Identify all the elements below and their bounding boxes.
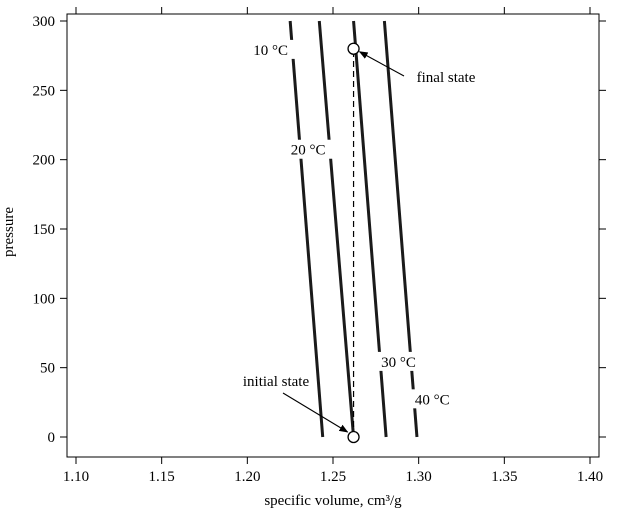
isotherm-labels: 10 °C 20 °C 30 °C 40 °C (243, 39, 460, 409)
initial-state-arrow (282, 392, 349, 433)
y-tick-label: 0 (48, 430, 56, 446)
x-tick-label: 1.40 (577, 469, 603, 485)
series-label-2: 20 °C (291, 143, 326, 159)
state-markers (347, 42, 360, 444)
y-tick-label: 100 (33, 291, 56, 307)
y-tick-label: 150 (33, 222, 56, 238)
series-label-backdrop (243, 39, 298, 59)
y-tick-label: 300 (33, 14, 56, 30)
series-label-backdrop (405, 389, 460, 409)
y-tick-labels: 0 50 100 150 200 250 300 (33, 14, 56, 446)
x-tick-label: 1.35 (491, 469, 517, 485)
final-state-label: final state (417, 70, 476, 86)
series-label-1: 10 °C (253, 43, 288, 59)
isotherm-line-3 (352, 20, 388, 438)
x-tick-label: 1.10 (63, 469, 89, 485)
x-tick-label: 1.30 (406, 469, 432, 485)
x-tick-labels: 1.10 1.15 1.20 1.25 1.30 1.35 1.40 (63, 469, 603, 485)
initial-state-label: initial state (243, 374, 310, 390)
x-tick-label: 1.15 (149, 469, 175, 485)
final-state-marker (347, 42, 360, 55)
series-label-backdrop (281, 139, 336, 159)
final-state-arrow (358, 51, 405, 77)
initial-state-marker (347, 430, 360, 444)
x-tick-label: 1.20 (234, 469, 260, 485)
y-tick-label: 200 (33, 153, 56, 169)
y-tick-label: 250 (33, 83, 56, 99)
y-tick-label: 50 (40, 361, 55, 377)
series-label-4: 40 °C (415, 392, 450, 408)
x-axis-title: specific volume, cm³/g (264, 493, 402, 509)
annotations: initial state final state (243, 51, 476, 433)
isotherm-line-1 (288, 20, 325, 438)
series-label-backdrop (371, 351, 426, 371)
y-axis-title: pressure (1, 207, 17, 257)
isotherm-line-2 (317, 20, 356, 438)
isotherm-line-4 (382, 20, 419, 438)
x-tick-label: 1.25 (320, 469, 346, 485)
series-label-3: 30 °C (381, 355, 416, 371)
axis-ticks (60, 7, 606, 464)
plot-frame (66, 13, 600, 458)
